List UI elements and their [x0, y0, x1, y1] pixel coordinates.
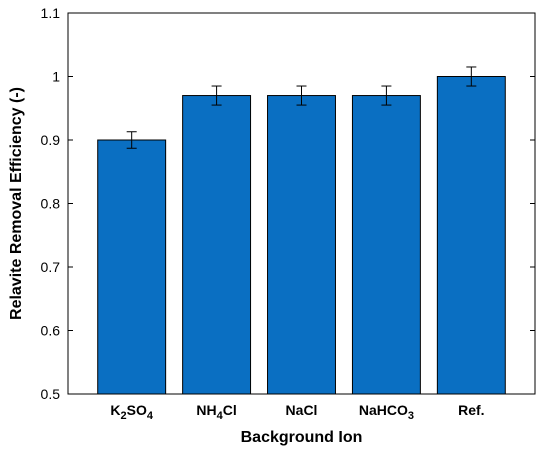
- error-bar: [126, 131, 137, 149]
- y-tick-label: 1.1: [41, 5, 61, 21]
- error-bar: [381, 85, 392, 106]
- x-tick-label: Ref.: [458, 402, 484, 418]
- x-axis-labels: K2SO4 NH4Cl NaCl NaHCO3 Ref.: [110, 402, 484, 422]
- y-tick-label: 1: [52, 69, 60, 85]
- x-tick-label: NaCl: [286, 402, 318, 418]
- error-bar: [466, 66, 477, 87]
- y-tick-label: 0.7: [41, 259, 61, 275]
- bar: [351, 95, 421, 395]
- x-axis-title: Background Ion: [241, 429, 363, 446]
- x-tick-label: NaHCO3: [359, 402, 414, 422]
- bars-group: [97, 76, 506, 395]
- error-bar: [211, 85, 222, 106]
- x-tick-label: K2SO4: [110, 402, 153, 422]
- bar: [97, 139, 167, 395]
- y-axis-ticks: 0.5 0.6 0.7 0.8 0.9 1 1.1: [41, 5, 535, 402]
- y-tick-label: 0.6: [41, 323, 61, 339]
- error-bars-group: [126, 66, 477, 149]
- bar: [436, 76, 506, 395]
- bar: [267, 95, 336, 395]
- bar: [182, 95, 252, 395]
- x-tick-label: NH4Cl: [196, 402, 236, 422]
- error-bar: [296, 85, 307, 106]
- y-axis-title: Relavite Removal Efficiency (-): [8, 87, 25, 320]
- y-tick-label: 0.8: [41, 196, 61, 212]
- y-tick-label: 0.9: [41, 132, 61, 148]
- y-tick-label: 0.5: [41, 386, 61, 402]
